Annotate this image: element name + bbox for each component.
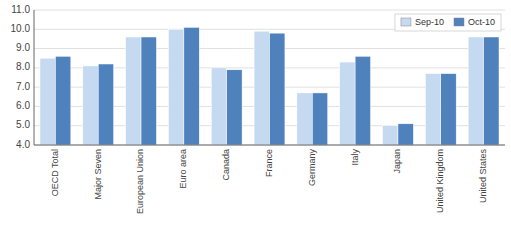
bar bbox=[141, 37, 156, 145]
legend-box bbox=[395, 14, 501, 31]
y-tick-label: 7.0 bbox=[16, 81, 30, 92]
y-axis: 4.0 5.0 6.0 7.0 8.0 9.0 10.0 11.0 bbox=[11, 4, 31, 150]
bar bbox=[83, 66, 98, 145]
bar bbox=[312, 93, 327, 145]
bar bbox=[398, 124, 413, 145]
legend-label: Sep-10 bbox=[415, 17, 444, 27]
bar bbox=[184, 27, 199, 145]
grid-line bbox=[34, 145, 505, 146]
x-axis-line bbox=[34, 145, 505, 146]
bar bbox=[297, 93, 312, 145]
bar bbox=[211, 68, 226, 145]
chart-container: 4.0 5.0 6.0 7.0 8.0 9.0 10.0 11.0 OECD Total Majo… bbox=[0, 0, 511, 225]
chart: 4.0 5.0 6.0 7.0 8.0 9.0 10.0 11.0 OECD Total Majo… bbox=[0, 0, 511, 225]
y-tick-label: 10.0 bbox=[11, 23, 31, 34]
bar bbox=[340, 62, 355, 145]
bar bbox=[441, 74, 456, 145]
legend: Sep-10 Oct-10 bbox=[395, 14, 501, 31]
bar bbox=[40, 58, 55, 145]
x-tick-label: European Union bbox=[135, 149, 145, 214]
legend-swatch bbox=[454, 18, 464, 26]
y-tick-label: 6.0 bbox=[16, 100, 30, 111]
grid bbox=[34, 10, 505, 145]
legend-swatch bbox=[401, 18, 411, 26]
bar bbox=[98, 64, 113, 145]
bar bbox=[484, 37, 499, 145]
legend-label: Oct-10 bbox=[468, 17, 495, 27]
y-axis-line bbox=[34, 10, 35, 145]
x-tick-label: United States bbox=[478, 149, 488, 204]
bars bbox=[40, 27, 499, 145]
bar bbox=[383, 126, 398, 145]
y-tick-label: 8.0 bbox=[16, 61, 30, 72]
bar bbox=[254, 31, 269, 145]
x-tick-label: Italy bbox=[350, 149, 360, 166]
bar bbox=[355, 56, 370, 145]
bar bbox=[126, 37, 141, 145]
y-tick-label: 5.0 bbox=[16, 119, 30, 130]
bar bbox=[270, 33, 285, 145]
bar bbox=[168, 29, 183, 145]
x-tick-label: OECD Total bbox=[50, 149, 60, 196]
x-tick-label: United Kingdom bbox=[435, 149, 445, 213]
x-tick-label: Japan bbox=[392, 149, 402, 174]
bar bbox=[468, 37, 483, 145]
y-tick-label: 9.0 bbox=[16, 42, 30, 53]
bar bbox=[425, 74, 440, 145]
bar bbox=[227, 70, 242, 145]
x-tick-label: Germany bbox=[307, 149, 317, 187]
x-tick-label: Euro area bbox=[178, 149, 188, 189]
x-tick-label: Major Seven bbox=[93, 149, 103, 200]
x-tick-label: Canada bbox=[221, 149, 231, 181]
y-tick-label: 11.0 bbox=[11, 4, 30, 15]
y-tick-label: 4.0 bbox=[16, 139, 30, 150]
bar bbox=[55, 56, 70, 145]
grid-line bbox=[34, 10, 505, 11]
x-tick-label: France bbox=[264, 149, 274, 177]
x-axis: OECD Total Major Seven European Union Euro … bbox=[50, 149, 488, 215]
